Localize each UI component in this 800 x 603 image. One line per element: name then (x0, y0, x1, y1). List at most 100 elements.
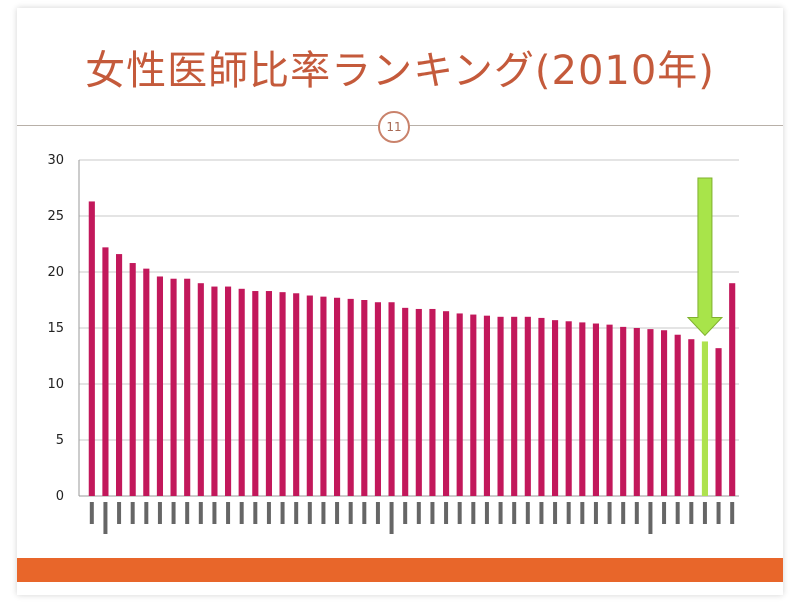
x-category-label-mark (416, 502, 421, 524)
highlighted-bar (701, 341, 709, 496)
chart-gridlines (78, 159, 739, 497)
y-tick-label: 0 (56, 489, 64, 504)
x-category-label-mark (144, 502, 149, 524)
x-category-label-mark (335, 502, 340, 524)
x-category-label-mark (539, 502, 544, 524)
bar (347, 298, 354, 496)
page-number-badge: 11 (378, 111, 410, 143)
bar (252, 291, 259, 496)
bar-chart: 0 5 10 15 20 25 30 (47, 153, 739, 534)
bar (620, 326, 627, 496)
bar (402, 307, 409, 496)
x-category-label-mark (716, 502, 721, 524)
bar (415, 308, 422, 496)
bar (674, 334, 681, 496)
bar (361, 300, 368, 496)
x-category-label-mark (280, 502, 285, 524)
x-category-label-mark (471, 502, 476, 524)
x-category-label-mark (593, 502, 598, 524)
down-arrow-icon (686, 177, 724, 337)
bar (688, 339, 695, 496)
bar (565, 321, 572, 496)
x-category-label-mark (512, 502, 517, 524)
x-category-label-mark (212, 502, 217, 524)
y-tick-label: 15 (47, 321, 64, 336)
x-category-label-mark (198, 502, 203, 524)
footer-accent-bar (17, 558, 783, 582)
bar (102, 247, 109, 496)
x-category-label-mark (702, 502, 707, 524)
x-category-label-mark (484, 502, 489, 524)
x-category-label-mark (403, 502, 408, 524)
x-category-label-mark (553, 502, 558, 524)
bar (511, 316, 518, 496)
bar (660, 330, 668, 496)
bar (184, 278, 191, 496)
bar (374, 302, 382, 496)
x-category-label-mark (662, 502, 667, 524)
x-category-label-mark (89, 502, 94, 524)
x-category-label-mark (498, 502, 503, 524)
x-category-label-mark (566, 502, 571, 524)
x-category-label-mark (457, 502, 462, 524)
bar (715, 348, 722, 496)
x-category-label-mark (130, 502, 135, 524)
x-category-label-mark (266, 502, 271, 524)
x-category-label-mark (348, 502, 353, 524)
x-category-label-mark (621, 502, 626, 524)
slide-title: 女性医師比率ランキング(2010年) (85, 48, 715, 94)
bar (129, 263, 136, 496)
bar (483, 315, 491, 496)
x-category-label-mark (430, 502, 435, 524)
bar (88, 201, 95, 496)
y-tick-label: 5 (56, 433, 64, 448)
bar (293, 293, 300, 496)
bar (524, 316, 531, 496)
bar (211, 286, 218, 496)
bar (497, 316, 504, 496)
bar (538, 317, 545, 496)
bar (224, 286, 232, 496)
x-category-label-mark (444, 502, 449, 524)
bar (388, 302, 395, 496)
y-tick-label: 25 (47, 209, 64, 224)
x-category-label-mark (607, 502, 612, 524)
x-category-label-mark (253, 502, 258, 524)
x-category-label-mark (321, 502, 326, 524)
bar (633, 328, 640, 496)
down-arrow-shape (686, 177, 724, 337)
bar (306, 295, 313, 496)
x-axis-category-labels (89, 502, 735, 534)
x-category-label-mark (117, 502, 122, 524)
chart-bars (88, 201, 736, 496)
x-category-label-mark (239, 502, 244, 524)
x-category-label-mark (525, 502, 530, 524)
bar (442, 311, 450, 496)
bar (238, 288, 245, 496)
bar (279, 292, 286, 496)
bar (551, 320, 559, 496)
x-category-label-mark (185, 502, 190, 524)
x-category-label-mark (307, 502, 312, 524)
x-category-label-mark (580, 502, 585, 524)
x-category-label-mark (157, 502, 162, 524)
x-category-label-mark (648, 502, 653, 534)
bar (143, 268, 150, 496)
y-tick-label: 30 (47, 153, 64, 168)
x-category-label-mark (375, 502, 380, 524)
x-category-label-mark (689, 502, 694, 524)
bar (197, 283, 204, 496)
bar (579, 322, 586, 496)
bar (156, 276, 164, 496)
bar (333, 297, 341, 496)
y-axis-tick-labels: 0 5 10 15 20 25 30 (47, 153, 64, 504)
bar (647, 329, 654, 496)
bar (592, 323, 600, 496)
bar (265, 291, 273, 496)
x-category-label-mark (362, 502, 367, 524)
x-category-label-mark (294, 502, 299, 524)
x-category-label-mark (634, 502, 639, 524)
bar (170, 278, 177, 496)
bar (429, 308, 436, 496)
x-category-label-mark (675, 502, 680, 524)
